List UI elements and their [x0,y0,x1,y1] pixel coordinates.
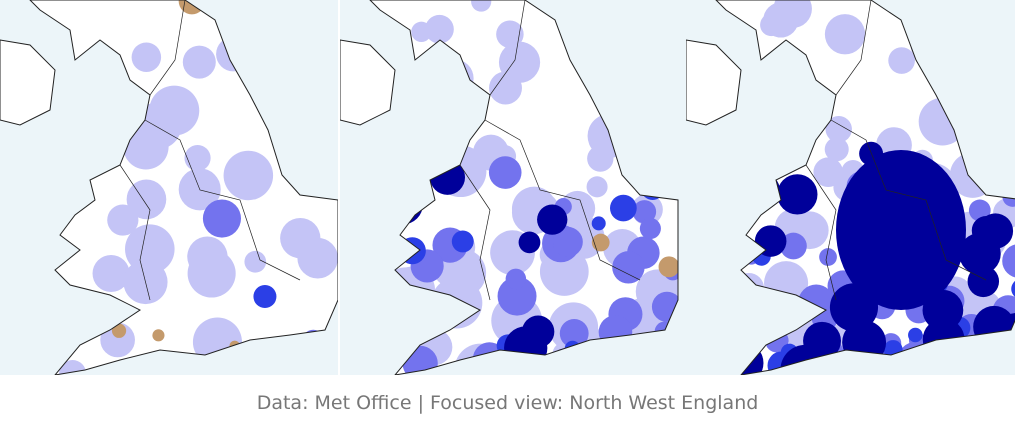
region-border [459,0,641,301]
rain-light [813,157,843,187]
dry-brown [591,233,610,252]
rain-dark [967,265,1000,298]
rain-mid [780,232,807,260]
rain-light [123,124,169,170]
rain-mid [559,319,589,348]
rain-light [471,0,492,12]
map-panel-3 [686,0,1015,375]
rain-mid [497,276,537,316]
rain-mid [488,156,522,189]
coastline [715,0,1015,375]
rain-light [888,47,915,74]
rain-dark [777,174,818,215]
region-border [119,0,301,301]
rain-light [223,150,274,201]
dry-brown [111,323,127,338]
rain-mid [632,200,657,224]
dry-brown [152,329,165,342]
rain-light [92,254,130,293]
rain-dark [537,204,568,235]
coastline [369,0,679,375]
region-border [805,0,987,301]
rain-blue [591,216,606,231]
rain-mid [202,199,242,238]
rain-light [425,14,454,44]
rain-light [187,249,236,298]
rain-mid [552,226,583,257]
rain-mid [505,268,527,290]
rain-dark [836,150,966,310]
rain-light [763,2,799,38]
rain-light [496,20,524,49]
rain-light [824,14,866,55]
rain-dark [926,307,947,328]
rain-light [280,218,321,259]
rain-light [586,176,608,198]
ireland-land [686,39,742,126]
rain-light [125,224,175,274]
rain-dark [977,213,1014,249]
rain-light [182,45,216,79]
rain-mid [1002,244,1015,278]
rain-dark [521,315,555,348]
rain-light [498,41,541,83]
map-panels [0,0,1015,375]
rain-blue [609,194,637,222]
rain-light [824,137,849,162]
rain-light [244,250,267,273]
rain-light [184,144,211,172]
rain-blue [451,230,474,253]
rain-dark [518,231,541,254]
coastline [29,0,338,375]
rain-mid [639,217,661,240]
rain-light [131,42,162,72]
rain-dark [803,321,841,360]
dry-brown [658,256,678,278]
rain-light [100,322,135,358]
rain-mid [968,199,991,222]
rain-mid [612,251,645,284]
rain-light [825,116,852,143]
data-source-caption: Data: Met Office | Focused view: North W… [256,392,759,414]
ireland-land [340,39,396,126]
rain-light [149,85,200,136]
rain-blue [253,285,277,309]
ireland-land [0,39,56,126]
map-panel-2 [340,0,686,375]
rain-light [107,204,139,236]
rain-blue [908,327,923,343]
rain-mid [819,248,837,266]
map-panel-1 [0,0,338,375]
